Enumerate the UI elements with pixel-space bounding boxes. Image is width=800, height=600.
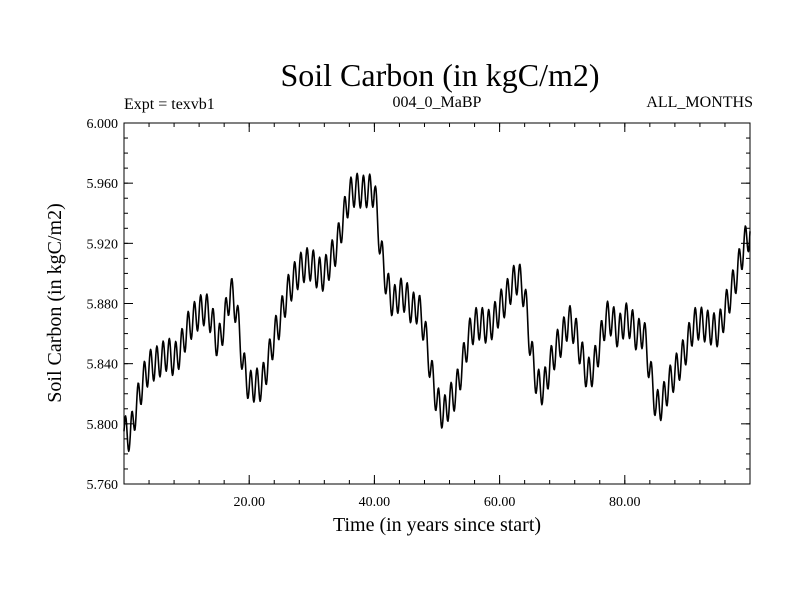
y-tick-label: 5.800: [87, 418, 119, 433]
y-tick-label: 5.920: [87, 237, 119, 252]
x-tick-label: 40.00: [359, 495, 391, 510]
axis-tick-labels: 20.00 40.00 60.00 80.00 5.760 5.800 5.840 5.880…: [87, 117, 641, 510]
y-tick-label: 5.960: [87, 177, 119, 192]
soil-carbon-series-line: [123, 172, 751, 453]
y-tick-label: 6.000: [87, 117, 119, 132]
x-tick-label: 20.00: [233, 495, 265, 510]
months-label: ALL_MONTHS: [646, 94, 753, 111]
chart-title: Soil Carbon (in kgC/m2): [280, 57, 599, 93]
y-tick-label: 5.880: [87, 298, 119, 313]
plot-frame: [123, 122, 751, 485]
y-axis-label: Soil Carbon (in kgC/m2): [44, 203, 66, 402]
y-tick-label: 5.840: [87, 358, 119, 373]
period-label: 004_0_MaBP: [393, 94, 482, 111]
y-tick-label: 5.760: [87, 478, 119, 493]
x-tick-label: 80.00: [609, 495, 641, 510]
axis-ticks: [123, 122, 751, 485]
experiment-label: Expt = texvb1: [124, 96, 215, 113]
x-axis-label: Time (in years since start): [333, 514, 541, 536]
x-tick-label: 60.00: [484, 495, 516, 510]
